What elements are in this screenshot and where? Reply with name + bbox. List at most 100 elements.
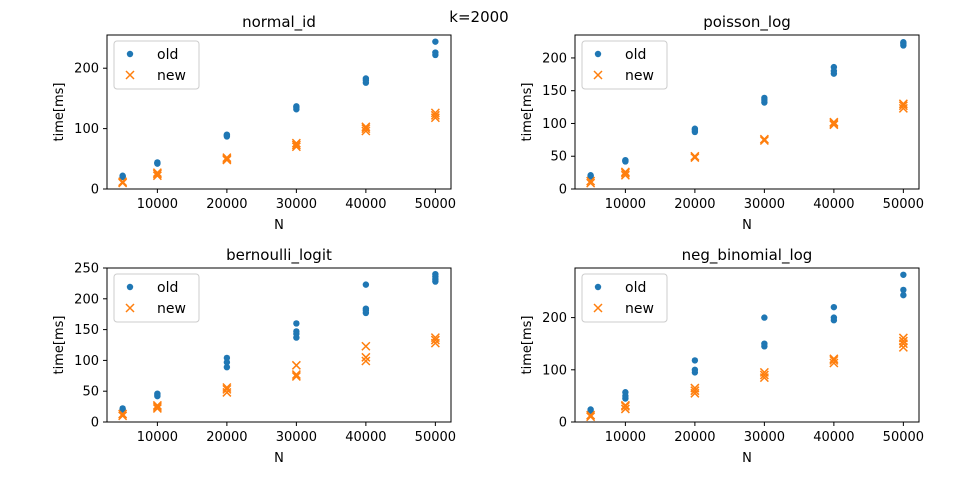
figure-suptitle: k=2000: [449, 8, 508, 26]
x-axis-label: N: [742, 218, 752, 233]
panel-title: bernoulli_logit: [226, 246, 332, 265]
data-point-new: [690, 386, 700, 396]
y-tick-label: 150: [74, 323, 99, 338]
axes-frame: [106, 34, 452, 190]
data-point-old: [362, 75, 370, 82]
data-point-old: [154, 390, 161, 397]
data-point-new: [759, 367, 769, 377]
legend-box: [113, 40, 200, 90]
subplot-poisson_log: poisson_log 10000 20000 30000 40000 50000 0 50 1…: [520, 13, 924, 233]
legend-box: [581, 273, 668, 323]
x-tick-label: 50000: [883, 197, 924, 212]
data-point-new: [361, 122, 371, 132]
data-point-new: [898, 333, 908, 343]
y-tick-label: 100: [74, 354, 99, 369]
data-point-new: [898, 99, 908, 109]
x-tick-label: 50000: [883, 430, 924, 445]
y-tick-label: 0: [91, 183, 99, 198]
data-point-new: [829, 120, 839, 130]
data-point-old: [830, 314, 838, 321]
data-point-new: [690, 383, 700, 393]
data-point-old: [761, 314, 768, 321]
data-point-new: [430, 108, 440, 118]
data-point-new: [152, 168, 162, 178]
axes-frame: [574, 34, 920, 190]
x-tick-label: 30000: [744, 197, 785, 212]
legend-marker-old: [594, 50, 602, 58]
legend-label-old: old: [157, 280, 178, 296]
y-axis-label: time[ms]: [52, 316, 67, 375]
data-point-new: [586, 178, 596, 188]
data-point-new: [291, 142, 301, 152]
data-point-old: [830, 303, 838, 311]
data-point-new: [898, 101, 908, 111]
data-point-new: [291, 370, 301, 380]
y-tick-label: 250: [74, 262, 99, 277]
data-point-old: [293, 103, 300, 110]
axes-frame: [106, 267, 452, 423]
data-point-new: [361, 341, 371, 351]
series-new: [118, 108, 440, 188]
data-point-new: [829, 355, 839, 365]
data-point-new: [586, 412, 596, 422]
y-tick-label: 200: [74, 292, 99, 307]
panel-title: normal_id: [242, 13, 316, 32]
data-point-old: [119, 173, 126, 180]
x-tick-label: 30000: [276, 430, 317, 445]
data-point-new: [118, 178, 128, 188]
data-point-old: [587, 406, 594, 413]
data-point-new: [291, 371, 301, 381]
series-old: [119, 38, 439, 181]
data-point-old: [761, 340, 768, 347]
data-point-new: [690, 151, 700, 161]
x-tick-label: 10000: [137, 197, 178, 212]
y-tick-label: 150: [542, 84, 567, 99]
legend-label-new: new: [157, 68, 186, 84]
data-point-new: [152, 171, 162, 181]
data-point-old: [293, 328, 300, 335]
data-point-new: [829, 118, 839, 128]
x-tick-label: 20000: [674, 197, 715, 212]
x-tick-label: 50000: [415, 197, 456, 212]
data-point-new: [291, 138, 301, 148]
data-point-new: [291, 140, 301, 150]
data-point-new: [759, 370, 769, 380]
data-point-new: [759, 134, 769, 144]
subplot-neg_binomial_log: neg_binomial_log 10000 20000 30000 40000 5000…: [520, 246, 924, 466]
legend-marker-new: [593, 70, 603, 80]
data-point-new: [829, 117, 839, 127]
legend-label-new: new: [625, 301, 654, 317]
x-tick-label: 10000: [137, 430, 178, 445]
legend: old new: [581, 273, 668, 323]
legend-marker-new: [125, 70, 135, 80]
data-point-old: [119, 405, 126, 412]
data-point-new: [222, 155, 232, 165]
data-point-new: [759, 135, 769, 146]
x-tick-label: 30000: [276, 197, 317, 212]
data-point-new: [620, 170, 630, 180]
y-tick-label: 100: [542, 117, 567, 132]
x-tick-label: 40000: [813, 197, 854, 212]
y-axis-label: time[ms]: [520, 316, 535, 375]
data-point-old: [691, 357, 699, 364]
y-tick-label: 100: [74, 122, 99, 137]
legend: old new: [581, 40, 668, 90]
data-point-new: [361, 124, 371, 134]
x-axis-label: N: [274, 218, 284, 233]
x-axis-label: N: [274, 451, 284, 466]
subplot-grid: normal_id 10000 20000 30000 40000 50000 0 100 20…: [52, 13, 924, 466]
data-point-old: [830, 63, 838, 71]
data-point-new: [152, 402, 162, 412]
series-old: [119, 270, 439, 413]
x-tick-label: 20000: [674, 430, 715, 445]
data-point-new: [118, 411, 128, 421]
data-point-old: [622, 389, 629, 396]
legend-box: [581, 40, 668, 90]
x-tick-label: 40000: [345, 197, 386, 212]
x-tick-label: 30000: [744, 430, 785, 445]
data-point-new: [361, 126, 371, 136]
x-tick-label: 40000: [813, 430, 854, 445]
y-tick-label: 50: [550, 150, 567, 165]
legend-marker-old: [594, 283, 602, 291]
